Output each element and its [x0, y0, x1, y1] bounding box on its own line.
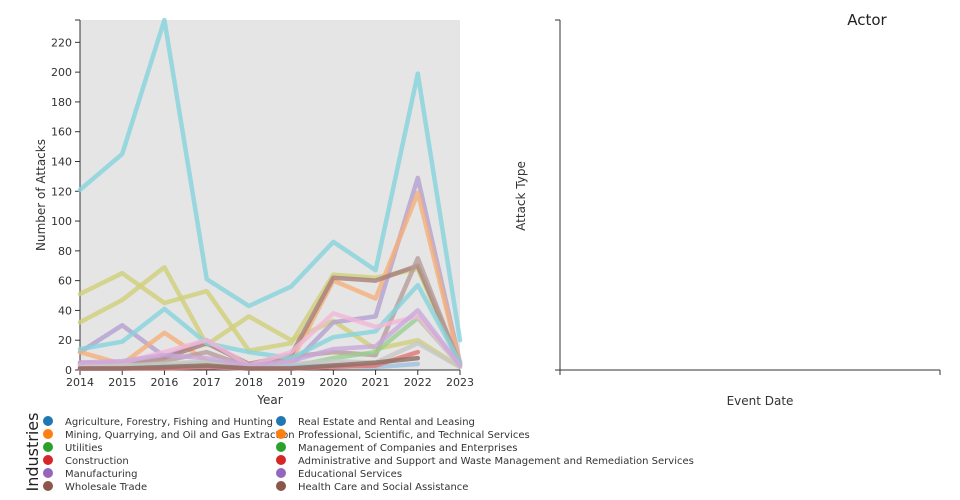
legend-label: Mining, Quarrying, and Oil and Gas Extra… — [65, 430, 295, 441]
x-tick-label: 2016 — [150, 376, 178, 389]
legend-item[interactable]: Manufacturing — [43, 468, 137, 480]
legend-marker — [43, 429, 53, 439]
legend-label: Management of Companies and Enterprises — [298, 443, 518, 454]
legend-marker — [276, 416, 286, 426]
legend-marker — [43, 455, 53, 465]
legend-label: Manufacturing — [65, 469, 137, 480]
y-axis-title: Number of Attacks — [34, 139, 48, 251]
legend-label: Health Care and Social Assistance — [298, 482, 468, 493]
legend-label: Administrative and Support and Waste Man… — [298, 456, 694, 467]
y-tick-label: 60 — [58, 275, 72, 288]
legend-marker — [276, 481, 286, 491]
actor-timeline-chart: Actor Event Date Attack Type — [514, 11, 941, 408]
legend-item[interactable]: Construction — [43, 455, 129, 467]
y-tick-label: 0 — [65, 364, 72, 377]
legend-label: Agriculture, Forestry, Fishing and Hunti… — [65, 417, 273, 428]
series-line-14[interactable] — [77, 355, 421, 371]
legend-marker — [276, 468, 286, 478]
legend-item[interactable]: Wholesale Trade — [43, 481, 147, 493]
legend-title: Industries — [23, 413, 42, 492]
x-tick-label: 2018 — [235, 376, 263, 389]
y-tick-label: 20 — [58, 334, 72, 347]
legend-item[interactable]: Agriculture, Forestry, Fishing and Hunti… — [43, 416, 273, 428]
series-line-0[interactable] — [77, 17, 463, 343]
y-tick-label: 80 — [58, 245, 72, 258]
legend-marker — [43, 416, 53, 426]
legend-marker — [43, 442, 53, 452]
legend-item[interactable]: Real Estate and Rental and Leasing — [276, 416, 475, 428]
y-tick-label: 160 — [51, 126, 72, 139]
attacks-line-chart: 0 20 40 60 80 100 120 140 160 180 200 220 2014 2015 20… — [34, 17, 474, 407]
x-tick-label: 2023 — [446, 376, 474, 389]
x-tick-label: 2017 — [193, 376, 221, 389]
legend-label: Wholesale Trade — [65, 482, 147, 493]
industries-legend: Industries Agriculture, Forestry, Fishing… — [23, 413, 694, 493]
series-line-7[interactable] — [77, 282, 463, 365]
y-tick-label: 180 — [51, 96, 72, 109]
x-tick-label: 2019 — [277, 376, 305, 389]
x-axis-title: Year — [256, 393, 282, 407]
x-tick-label: 2020 — [319, 376, 347, 389]
legend-item[interactable]: Mining, Quarrying, and Oil and Gas Extra… — [43, 429, 295, 441]
x-axis-title: Event Date — [727, 394, 794, 408]
legend-marker — [43, 468, 53, 478]
y-tick-label: 40 — [58, 304, 72, 317]
legend-marker — [276, 455, 286, 465]
legend-marker — [276, 429, 286, 439]
legend-marker — [43, 481, 53, 491]
x-tick-label: 2014 — [66, 376, 94, 389]
legend-label: Utilities — [65, 443, 103, 454]
plot-background — [80, 20, 460, 370]
x-tick-label: 2022 — [404, 376, 432, 389]
legend-label: Professional, Scientific, and Technical … — [298, 430, 530, 441]
legend-item[interactable]: Administrative and Support and Waste Man… — [276, 455, 694, 467]
legend-item[interactable]: Utilities — [43, 442, 103, 454]
legend-label: Educational Services — [298, 469, 402, 480]
legend-item[interactable]: Professional, Scientific, and Technical … — [276, 429, 530, 441]
legend-marker — [276, 442, 286, 452]
legend-label: Construction — [65, 456, 129, 467]
chart-title: Actor — [847, 11, 887, 29]
x-tick-label: 2015 — [108, 376, 136, 389]
y-axis-title: Attack Type — [514, 161, 528, 231]
y-tick-label: 120 — [51, 185, 72, 198]
series-line-2[interactable] — [77, 264, 463, 370]
y-tick-label: 100 — [51, 215, 72, 228]
legend-label: Real Estate and Rental and Leasing — [298, 417, 475, 428]
series-lines — [77, 17, 463, 371]
y-tick-label: 200 — [51, 66, 72, 79]
series-line-11[interactable] — [77, 308, 463, 368]
y-tick-label: 220 — [51, 36, 72, 49]
legend-item[interactable]: Educational Services — [276, 468, 402, 480]
legend-item[interactable]: Health Care and Social Assistance — [276, 481, 468, 493]
legend-item[interactable]: Management of Companies and Enterprises — [276, 442, 518, 454]
x-tick-label: 2021 — [362, 376, 390, 389]
y-tick-label: 140 — [51, 155, 72, 168]
